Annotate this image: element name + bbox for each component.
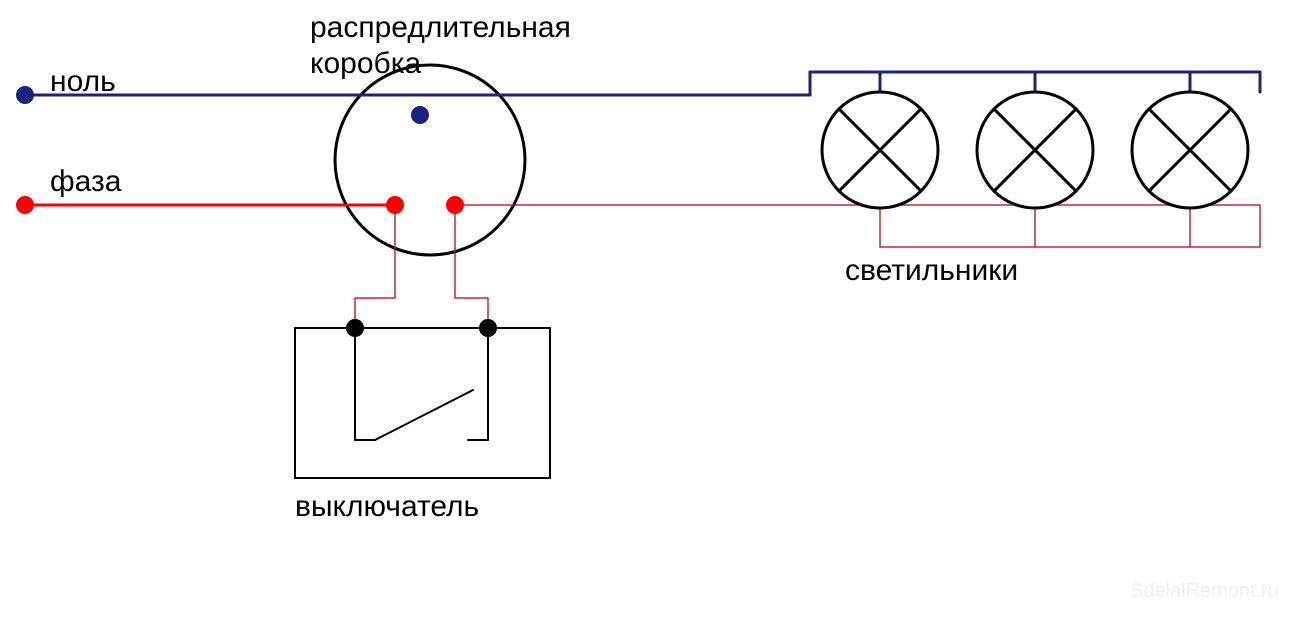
terminal-2 (411, 106, 429, 124)
terminal-1 (16, 196, 34, 214)
label-junction-box: распредлительнаякоробка (310, 10, 571, 82)
label-phase: фаза (50, 165, 121, 199)
terminal-5 (346, 319, 364, 337)
terminal-6 (479, 319, 497, 337)
label-lamps: светильники (845, 254, 1018, 288)
watermark: SdelalRemont.ru (1130, 580, 1279, 603)
terminal-0 (16, 86, 34, 104)
terminal-4 (446, 196, 464, 214)
label-neutral: ноль (50, 65, 116, 99)
switch-box (295, 328, 550, 478)
terminal-3 (386, 196, 404, 214)
label-switch: выключатель (295, 490, 479, 524)
